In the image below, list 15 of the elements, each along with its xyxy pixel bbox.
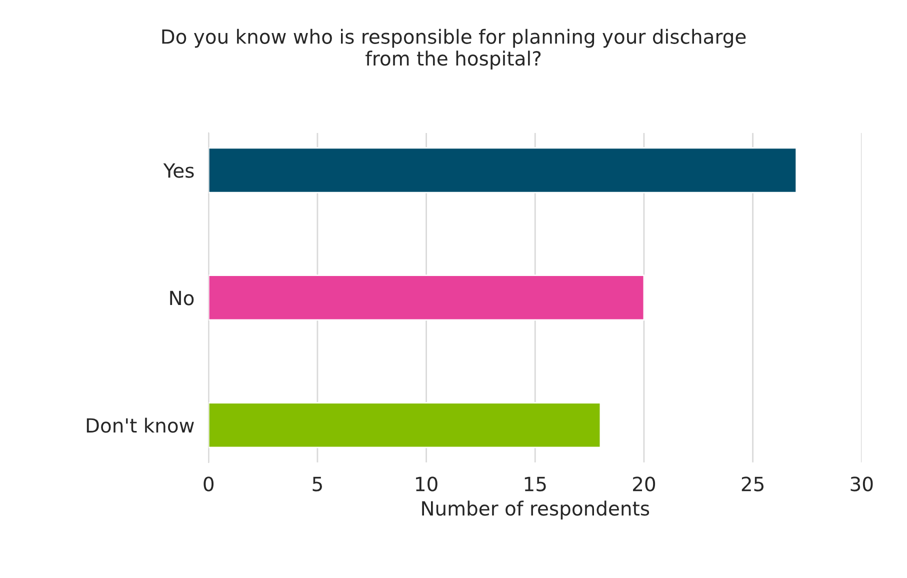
x-tick-label: 15 bbox=[524, 476, 546, 492]
bar bbox=[208, 147, 798, 194]
x-tick-label: 0 bbox=[204, 476, 214, 492]
bar bbox=[208, 274, 645, 321]
y-tick-label: No bbox=[170, 290, 194, 306]
y-tick-label: Yes bbox=[163, 163, 194, 178]
x-tick-label: 5 bbox=[312, 476, 322, 492]
x-tick-label: 30 bbox=[850, 476, 873, 492]
bar bbox=[208, 402, 602, 448]
x-axis-title: Number of respondents bbox=[422, 500, 650, 520]
x-tick-label: 10 bbox=[416, 476, 438, 492]
y-tick-label: Don't know bbox=[86, 418, 194, 433]
x-tick-label: 25 bbox=[742, 476, 764, 492]
x-tick-label: 20 bbox=[633, 476, 656, 492]
chart-title: Do you know who is responsible for planning your discharge from the hospital? bbox=[162, 28, 746, 70]
